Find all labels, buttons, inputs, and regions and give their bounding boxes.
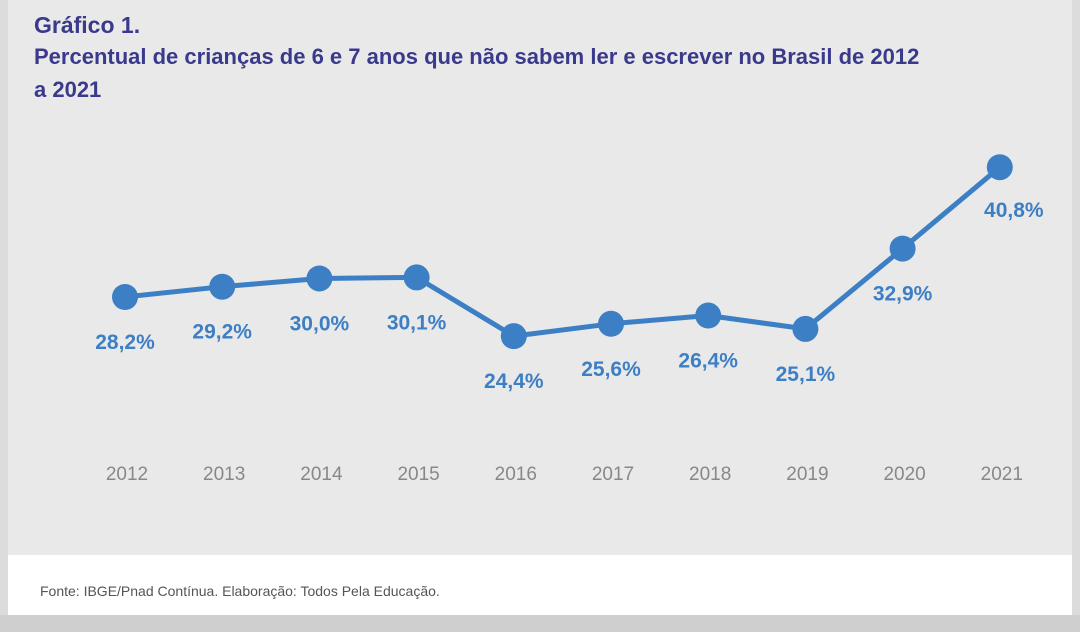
x-tick-label: 2013 <box>203 464 245 485</box>
data-point-group <box>112 154 1013 350</box>
chart-card: Gráfico 1. Percentual de crianças de 6 e… <box>8 0 1072 555</box>
data-point <box>598 310 624 337</box>
value-label-group: 28,2% 29,2% 30,0% 30,1% 24,4% 25,6% 26,4% 25,1%… <box>95 199 1044 393</box>
bottom-strip <box>0 615 1080 632</box>
value-label: 30,1% <box>387 311 447 334</box>
value-label: 28,2% <box>95 331 155 354</box>
source-note: Fonte: IBGE/Pnad Contínua. Elaboração: T… <box>40 583 440 599</box>
series-line-group <box>124 165 1002 339</box>
x-tick-label: 2020 <box>883 464 925 485</box>
data-point <box>792 315 819 342</box>
value-label: 25,1% <box>776 363 836 386</box>
x-tick-label: 2021 <box>981 464 1023 485</box>
data-point <box>209 273 236 300</box>
data-point <box>112 284 138 310</box>
x-tick-group: 2012 2013 2014 2015 2016 2017 2018 2019 2020 2021 <box>106 464 1023 485</box>
data-point <box>889 235 916 262</box>
title-block: Gráfico 1. Percentual de crianças de 6 e… <box>34 10 934 106</box>
data-point <box>986 154 1013 181</box>
data-point <box>500 323 527 350</box>
series-line <box>124 165 1002 339</box>
value-label: 40,8% <box>984 199 1044 222</box>
chart-number-label: Gráfico 1. <box>34 12 141 38</box>
x-tick-label: 2018 <box>689 464 731 485</box>
value-label: 30,0% <box>290 312 350 335</box>
x-tick-label: 2019 <box>786 464 828 485</box>
value-label: 32,9% <box>873 283 933 306</box>
value-label: 29,2% <box>192 321 252 344</box>
footer: Fonte: IBGE/Pnad Contínua. Elaboração: T… <box>8 555 1072 615</box>
value-label: 25,6% <box>581 358 641 381</box>
value-label: 26,4% <box>678 350 738 373</box>
x-tick-label: 2015 <box>397 464 439 485</box>
data-point <box>695 302 722 329</box>
x-tick-label: 2014 <box>300 464 343 485</box>
value-label: 24,4% <box>484 370 544 393</box>
line-chart: 28,2% 29,2% 30,0% 30,1% 24,4% 25,6% 26,4% 25,1%… <box>95 154 1044 485</box>
data-point <box>403 264 430 291</box>
x-tick-label: 2016 <box>495 464 537 485</box>
data-point <box>306 265 333 292</box>
x-tick-label: 2017 <box>592 464 634 485</box>
chart-title: Percentual de crianças de 6 e 7 anos que… <box>34 44 920 102</box>
x-tick-label: 2012 <box>106 464 148 485</box>
